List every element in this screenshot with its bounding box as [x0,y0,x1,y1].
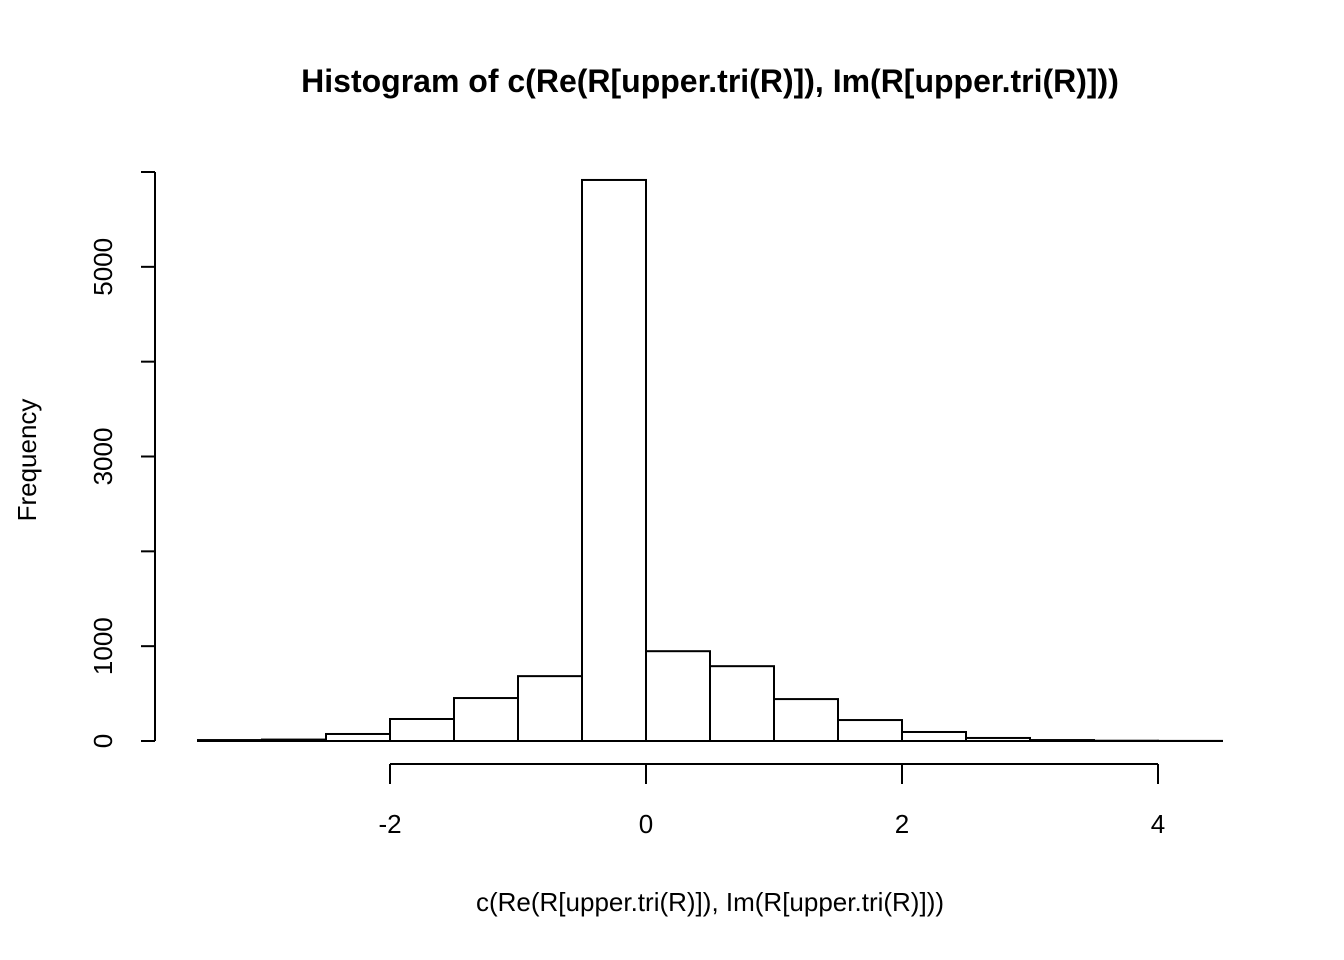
bar [197,739,263,743]
bar [325,732,391,743]
y-tick-label: 3000 [88,428,118,486]
bar [709,665,775,743]
chart-title: Histogram of c(Re(R[upper.tri(R)]), Im(R… [301,63,1119,99]
y-tick-label: 5000 [88,238,118,296]
bar [453,697,519,743]
bar [965,736,1031,742]
bar [389,717,455,742]
x-tick-label: 0 [639,809,653,839]
bar [1029,739,1095,743]
bar [837,719,903,742]
x-axis-label: c(Re(R[upper.tri(R)]), Im(R[upper.tri(R)… [476,887,944,917]
bar [901,730,967,743]
bar [517,675,583,742]
bar [773,698,839,743]
bar [581,178,647,742]
y-tick-label: 1000 [88,617,118,675]
y-axis-label: Frequency [12,399,42,522]
bar [261,738,327,743]
x-tick-label: -2 [378,809,401,839]
x-tick-label: 4 [1151,809,1165,839]
y-tick-label: 0 [88,734,118,748]
x-tick-label: 2 [895,809,909,839]
bar [645,650,711,742]
